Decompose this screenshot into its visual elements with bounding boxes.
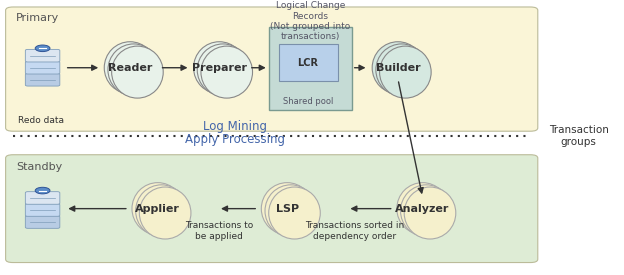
Ellipse shape — [404, 187, 456, 239]
Text: LSP: LSP — [276, 204, 299, 214]
Text: Logical Change
Records
(Not grouped into
transactions): Logical Change Records (Not grouped into… — [270, 1, 351, 42]
Ellipse shape — [193, 42, 245, 94]
FancyBboxPatch shape — [6, 155, 538, 263]
Ellipse shape — [376, 44, 427, 96]
Ellipse shape — [265, 185, 316, 237]
Text: Transactions sorted in
dependency order: Transactions sorted in dependency order — [305, 221, 404, 241]
Text: Primary: Primary — [16, 13, 59, 23]
FancyBboxPatch shape — [6, 7, 538, 131]
Ellipse shape — [397, 183, 449, 235]
Ellipse shape — [112, 46, 163, 98]
Ellipse shape — [132, 183, 183, 235]
FancyBboxPatch shape — [26, 50, 60, 62]
Text: Transaction
groups: Transaction groups — [549, 125, 609, 147]
Text: Redo data: Redo data — [17, 116, 64, 125]
Ellipse shape — [261, 183, 313, 235]
Text: Analyzer: Analyzer — [396, 204, 450, 214]
Text: Transactions to
be applied: Transactions to be applied — [185, 221, 253, 241]
Ellipse shape — [269, 187, 320, 239]
Text: Reader: Reader — [108, 63, 152, 73]
Ellipse shape — [197, 44, 249, 96]
Ellipse shape — [108, 44, 160, 96]
Text: Standby: Standby — [16, 162, 62, 172]
Ellipse shape — [201, 46, 253, 98]
FancyBboxPatch shape — [268, 27, 352, 110]
Text: LCR: LCR — [298, 58, 318, 68]
Text: Builder: Builder — [376, 63, 421, 73]
FancyBboxPatch shape — [26, 216, 60, 228]
FancyBboxPatch shape — [26, 61, 60, 74]
Ellipse shape — [35, 45, 50, 52]
Ellipse shape — [139, 187, 191, 239]
Ellipse shape — [35, 187, 50, 194]
Ellipse shape — [104, 42, 156, 94]
FancyBboxPatch shape — [26, 192, 60, 204]
Text: Apply Processing: Apply Processing — [185, 133, 285, 146]
Text: Shared pool: Shared pool — [283, 97, 333, 106]
Text: Preparer: Preparer — [192, 63, 247, 73]
FancyBboxPatch shape — [26, 204, 60, 216]
Ellipse shape — [401, 185, 452, 237]
FancyBboxPatch shape — [26, 73, 60, 86]
Text: Log Mining: Log Mining — [203, 120, 266, 133]
Ellipse shape — [372, 42, 424, 94]
FancyBboxPatch shape — [279, 45, 338, 81]
Ellipse shape — [135, 185, 187, 237]
Ellipse shape — [379, 46, 431, 98]
Text: Applier: Applier — [135, 204, 180, 214]
